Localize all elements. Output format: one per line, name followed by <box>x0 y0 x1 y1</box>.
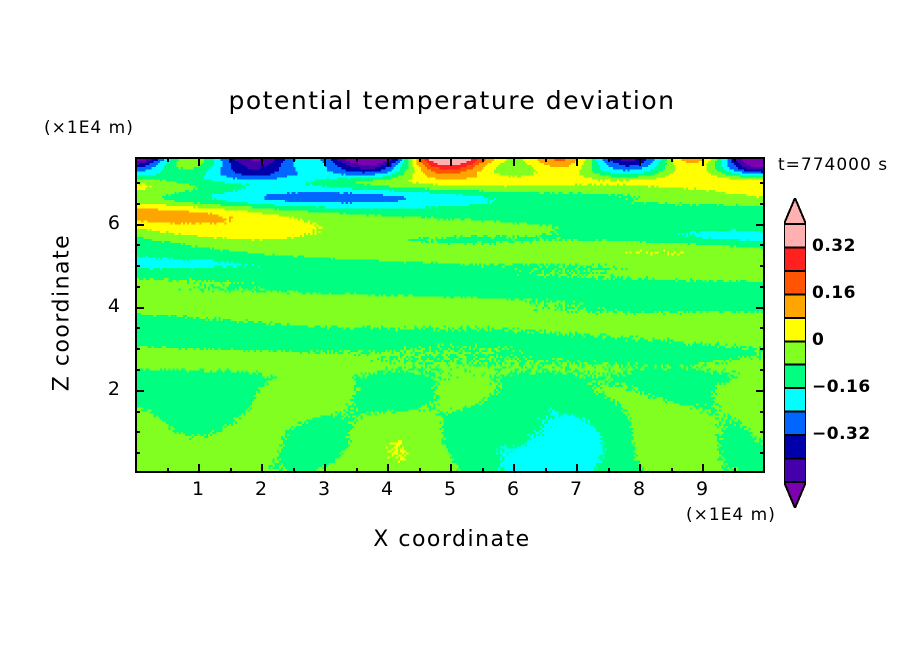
z-tick <box>135 285 140 288</box>
x-tick-label: 2 <box>254 478 268 500</box>
x-tick <box>513 464 515 473</box>
z-tick-right <box>756 389 765 392</box>
z-tick-label: 2 <box>107 377 120 400</box>
x-tick-label: 3 <box>317 478 331 500</box>
x-tick <box>670 468 673 473</box>
z-tick-right <box>760 181 765 184</box>
x-tick <box>198 464 200 473</box>
z-tick-label: 4 <box>107 294 120 317</box>
z-tick <box>135 348 140 351</box>
x-tick <box>607 468 610 473</box>
x-tick-label: 5 <box>443 478 457 500</box>
z-tick <box>135 410 140 413</box>
z-tick-right <box>760 327 765 330</box>
colorbar-tick-label: 0.32 <box>812 236 856 257</box>
x-tick-top <box>702 157 704 166</box>
x-tick-top <box>576 157 578 166</box>
x-tick <box>544 468 547 473</box>
x-tick <box>324 464 326 473</box>
z-tick-right <box>760 452 765 455</box>
x-tick-label: 8 <box>632 478 646 500</box>
z-tick <box>135 327 140 330</box>
z-tick-right <box>760 244 765 247</box>
x-tick-top <box>481 157 484 162</box>
z-tick <box>135 223 144 226</box>
x-tick-top <box>733 157 736 162</box>
x-tick-top <box>670 157 673 162</box>
x-tick-label: 1 <box>191 478 205 500</box>
x-tick-label: 7 <box>569 478 583 500</box>
x-tick-top <box>261 157 263 166</box>
x-tick-label: 6 <box>506 478 520 500</box>
x-tick <box>481 468 484 473</box>
z-tick-right <box>760 265 765 268</box>
contour-field <box>137 159 763 471</box>
z-tick <box>135 389 144 392</box>
x-tick-top <box>198 157 200 166</box>
colorbar-tick-label: −0.16 <box>812 377 871 398</box>
z-tick-right <box>756 306 765 309</box>
x-tick-top <box>229 157 232 162</box>
page-title: potential temperature deviation <box>228 86 676 115</box>
x-tick <box>576 464 578 473</box>
x-tick-top <box>418 157 421 162</box>
x-tick-top <box>324 157 326 166</box>
x-tick <box>166 468 169 473</box>
x-tick <box>355 468 358 473</box>
colorbar-tick-label: −0.32 <box>812 424 871 445</box>
x-tick <box>229 468 232 473</box>
y-axis-unit-label: (×1E4 m) <box>44 118 134 138</box>
colorbar-tick-label: 0 <box>812 330 825 351</box>
x-tick-label: 4 <box>380 478 394 500</box>
x-tick-top <box>513 157 515 166</box>
x-tick-top <box>166 157 169 162</box>
z-tick-right <box>760 202 765 205</box>
x-tick-top <box>639 157 641 166</box>
x-tick <box>292 468 295 473</box>
z-tick <box>135 202 140 205</box>
z-tick-label: 6 <box>107 211 120 234</box>
x-axis-unit-label: (×1E4 m) <box>686 505 776 525</box>
z-tick <box>135 431 140 434</box>
z-tick <box>135 244 140 247</box>
z-tick-right <box>760 348 765 351</box>
x-tick <box>387 464 389 473</box>
x-tick-top <box>292 157 295 162</box>
x-tick <box>639 464 641 473</box>
colorbar <box>784 198 806 508</box>
z-tick-right <box>760 285 765 288</box>
x-tick <box>418 468 421 473</box>
x-tick-top <box>355 157 358 162</box>
z-tick <box>135 369 140 372</box>
z-tick-right <box>760 431 765 434</box>
x-tick-top <box>450 157 452 166</box>
x-tick <box>450 464 452 473</box>
x-tick <box>261 464 263 473</box>
contour-plot <box>135 157 765 473</box>
z-tick-right <box>756 223 765 226</box>
z-tick-right <box>760 369 765 372</box>
x-axis-title: X coordinate <box>373 527 531 552</box>
colorbar-tick-label: 0.16 <box>812 283 856 304</box>
z-tick <box>135 452 140 455</box>
z-tick <box>135 306 144 309</box>
z-tick-right <box>760 410 765 413</box>
x-tick-top <box>607 157 610 162</box>
x-tick-top <box>387 157 389 166</box>
z-tick <box>135 181 140 184</box>
y-axis-title: Z coordinate <box>49 233 75 392</box>
timestamp-label: t=774000 s <box>778 155 889 175</box>
x-tick <box>733 468 736 473</box>
x-tick-label: 9 <box>695 478 709 500</box>
z-tick <box>135 265 140 268</box>
x-tick <box>702 464 704 473</box>
x-tick-top <box>544 157 547 162</box>
